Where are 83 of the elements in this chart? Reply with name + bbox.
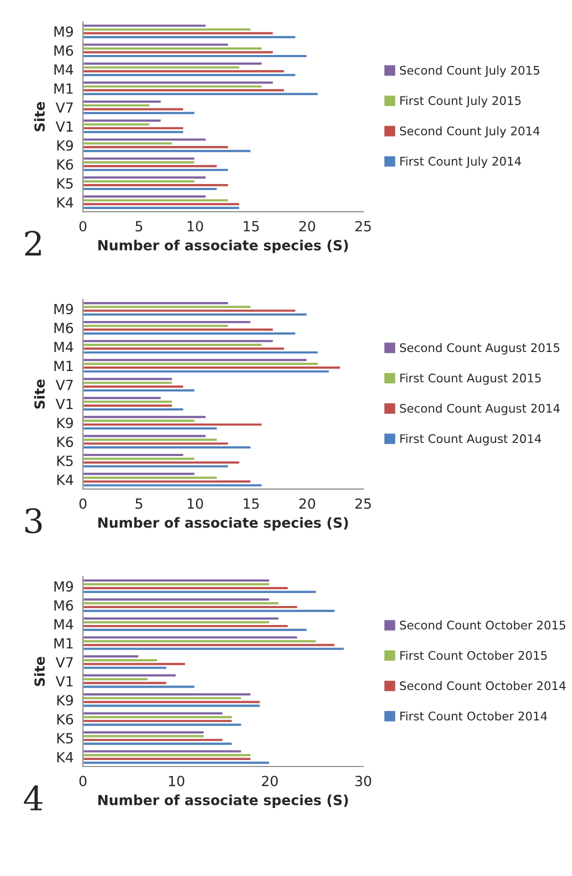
x-tick-label: 25 (355, 220, 371, 232)
y-tick-label: K6 (57, 436, 74, 448)
x-axis-title: Number of associate species (S) (98, 517, 348, 531)
legend-label: First Count July 2015 (400, 96, 521, 108)
x-axis-title: Number of associate species (S) (98, 794, 348, 808)
y-tick-label: M4 (54, 619, 74, 630)
x-tick-label: 25 (355, 498, 371, 509)
x-tick-label: 10 (188, 498, 203, 509)
bar (82, 730, 206, 735)
bar (82, 156, 196, 162)
y-tick-label: V1 (56, 676, 73, 686)
legend-label: Second Count October 2014 (400, 681, 566, 690)
x-tick-label: 20 (299, 498, 316, 509)
x-tick-label: 20 (299, 220, 316, 232)
x-tick-label: 0 (79, 498, 86, 509)
y-tick-label: M6 (54, 45, 74, 56)
legend-label: First Count October 2015 (400, 650, 547, 660)
y-tick-label: M6 (54, 322, 74, 334)
x-tick-label: 0 (79, 776, 86, 786)
y-tick-label: M6 (54, 600, 74, 611)
bar (82, 692, 252, 697)
x-tick-label: 15 (244, 498, 259, 509)
bar (82, 61, 264, 66)
y-axis-title: Site (34, 656, 45, 686)
y-tick-label: M9 (54, 581, 73, 592)
text: 4 (24, 786, 42, 810)
bar (82, 376, 174, 382)
x-tick-label: 10 (188, 220, 203, 232)
bar (82, 320, 252, 325)
y-tick-label: K5 (57, 178, 73, 189)
y-tick-label: K4 (57, 474, 74, 485)
x-axis-title: Number of associate species (S) (98, 240, 348, 254)
x-tick-label: 20 (262, 776, 278, 786)
y-axis-title: Site (34, 102, 45, 132)
bar (82, 414, 207, 420)
bar (82, 338, 274, 344)
legend-label: Second Count August 2014 (400, 404, 560, 416)
y-tick-label: M1 (54, 638, 73, 648)
text: 2 (25, 230, 41, 256)
y-tick-label: K6 (57, 159, 74, 170)
legend-label: Second Count July 2015 (400, 66, 540, 78)
y-tick-label: K9 (57, 418, 73, 428)
bar (82, 137, 207, 142)
legend-label: First Count August 2014 (400, 434, 542, 446)
legend-label: First Count July 2014 (400, 156, 521, 168)
y-tick-label: K4 (57, 197, 74, 208)
y-tick-label: V7 (56, 380, 73, 390)
bar (82, 80, 274, 86)
y-tick-label: M4 (54, 64, 74, 75)
bar (82, 175, 207, 180)
bar (82, 672, 178, 678)
legend-label: Second Count July 2014 (400, 126, 540, 138)
y-tick-label: K9 (57, 695, 73, 706)
text: 3 (25, 508, 42, 534)
y-tick-label: K6 (57, 714, 74, 725)
x-tick-label: 5 (136, 498, 142, 509)
bar (82, 578, 270, 583)
y-tick-label: M9 (54, 304, 73, 314)
y-tick-label: K4 (57, 752, 74, 762)
y-tick-label: V7 (56, 657, 73, 668)
y-tick-label: K5 (57, 456, 73, 466)
bar (82, 616, 280, 621)
x-tick-label: 15 (244, 221, 259, 232)
legend-label: Second Count October 2015 (400, 620, 566, 630)
bar (82, 118, 162, 124)
y-tick-label: V7 (56, 102, 73, 113)
x-tick-label: 30 (355, 776, 372, 786)
y-axis-title: Site (34, 379, 45, 409)
bar (82, 99, 162, 104)
legend-label: First Count August 2015 (400, 373, 541, 385)
legend-label: First Count October 2014 (400, 711, 548, 720)
y-tick-label: V1 (56, 121, 73, 132)
x-tick-label: 5 (136, 221, 142, 232)
y-tick-label: M9 (54, 26, 73, 37)
y-tick-label: M1 (54, 360, 73, 372)
legend-label: Second Count August 2015 (400, 343, 560, 354)
y-tick-label: K9 (57, 140, 73, 151)
y-tick-label: K5 (57, 733, 73, 744)
y-tick-label: M4 (54, 342, 74, 352)
x-tick-label: 10 (169, 776, 184, 786)
y-tick-label: V1 (56, 398, 73, 409)
y-tick-label: M1 (54, 83, 73, 94)
x-tick-label: 0 (79, 220, 86, 232)
